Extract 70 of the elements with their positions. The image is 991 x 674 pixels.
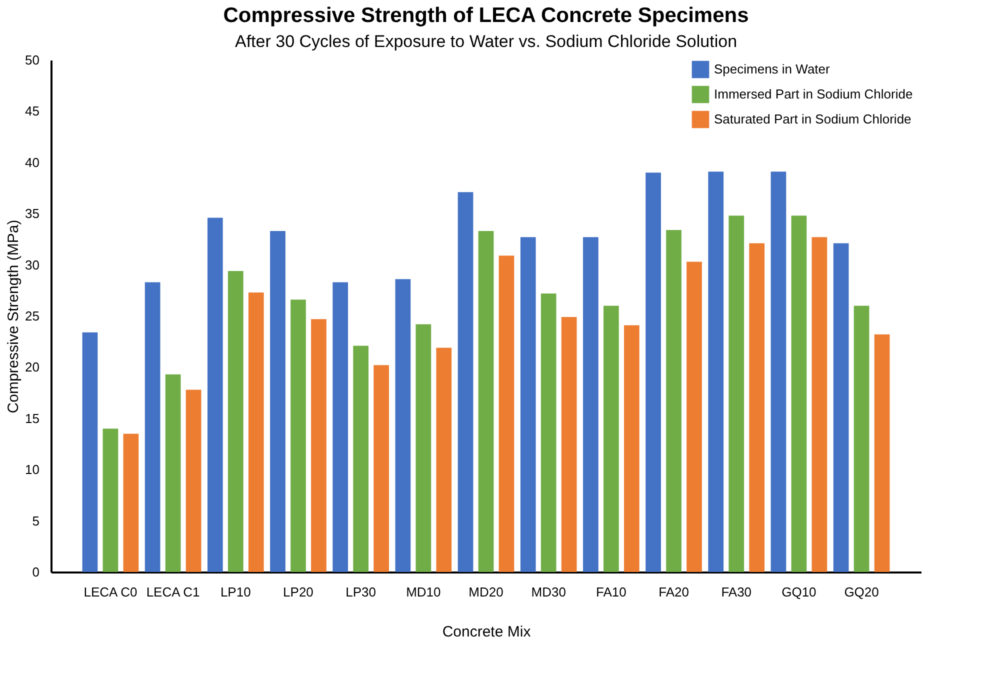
bar [540,293,556,572]
bar [290,300,306,572]
bar [624,325,640,572]
y-tick-label: 10 [25,462,40,478]
bar [228,270,244,572]
x-tick-label: MD30 [531,584,566,600]
x-tick-label: FA20 [658,584,689,600]
bar [416,324,432,572]
bar [666,230,682,572]
bar [791,216,807,572]
bar [478,231,494,572]
y-tick-label: 50 [25,52,40,68]
bar [102,428,118,572]
bar [874,334,890,572]
x-tick-label: LP20 [283,584,314,600]
y-axis-title: Compressive Strength (MPa) [5,220,22,414]
bar [749,243,765,572]
x-tick-label: LECA C1 [146,584,200,600]
x-tick-label: FA30 [721,584,752,600]
x-tick-label: GQ20 [844,584,879,600]
y-tick-label: 20 [25,360,40,375]
bar [144,282,160,572]
bar [520,237,536,572]
y-tick-label: 15 [25,410,40,426]
x-tick-label: MD10 [406,584,441,600]
bar [353,346,368,572]
y-tick-label: 40 [25,154,40,170]
bar [270,231,286,572]
y-tick-label: 45 [25,104,40,119]
bar [728,216,744,572]
x-tick-label: LP10 [220,584,251,600]
x-tick-label: LP30 [346,584,376,600]
bar [854,306,870,572]
bar [833,243,849,572]
bar [770,172,786,572]
y-tick-label: 30 [25,257,40,272]
y-tick-label: 5 [32,513,40,528]
bar [395,279,411,572]
bar [583,237,598,572]
x-tick-label: MD20 [468,584,504,600]
bar [123,434,139,572]
bar [561,317,577,572]
bar [332,282,348,572]
chart-subtitle: After 30 Cycles of Exposure to Water vs. Sodium Chloride Solution [234,32,738,51]
bar [207,218,223,572]
bar [248,292,264,572]
bar [374,365,389,572]
x-axis-title: Concrete Mix [442,624,532,640]
bar [165,374,181,572]
bar [604,306,619,572]
y-tick-label: 35 [25,206,40,222]
y-tick-label: 25 [25,308,40,324]
x-tick-label: LECA C0 [84,584,138,600]
bar [498,256,514,572]
bar [436,348,452,572]
bar [812,237,828,572]
y-tick-label: 0 [32,564,40,580]
bar [646,172,661,572]
legend-label: Immersed Part in Sodium Chloride [714,86,913,102]
bar [708,172,724,572]
bar [686,262,702,572]
bar [82,332,98,572]
chart-title: Compressive Strength of LECA Concrete Specimens [223,4,749,27]
bar [186,390,202,572]
legend-label: Specimens in Water [714,62,831,76]
x-tick-label: FA10 [596,584,626,600]
bar [311,319,326,572]
x-tick-label: GQ10 [782,584,816,600]
bar [458,192,474,572]
legend-label: Saturated Part in Sodium Chloride [714,112,912,126]
